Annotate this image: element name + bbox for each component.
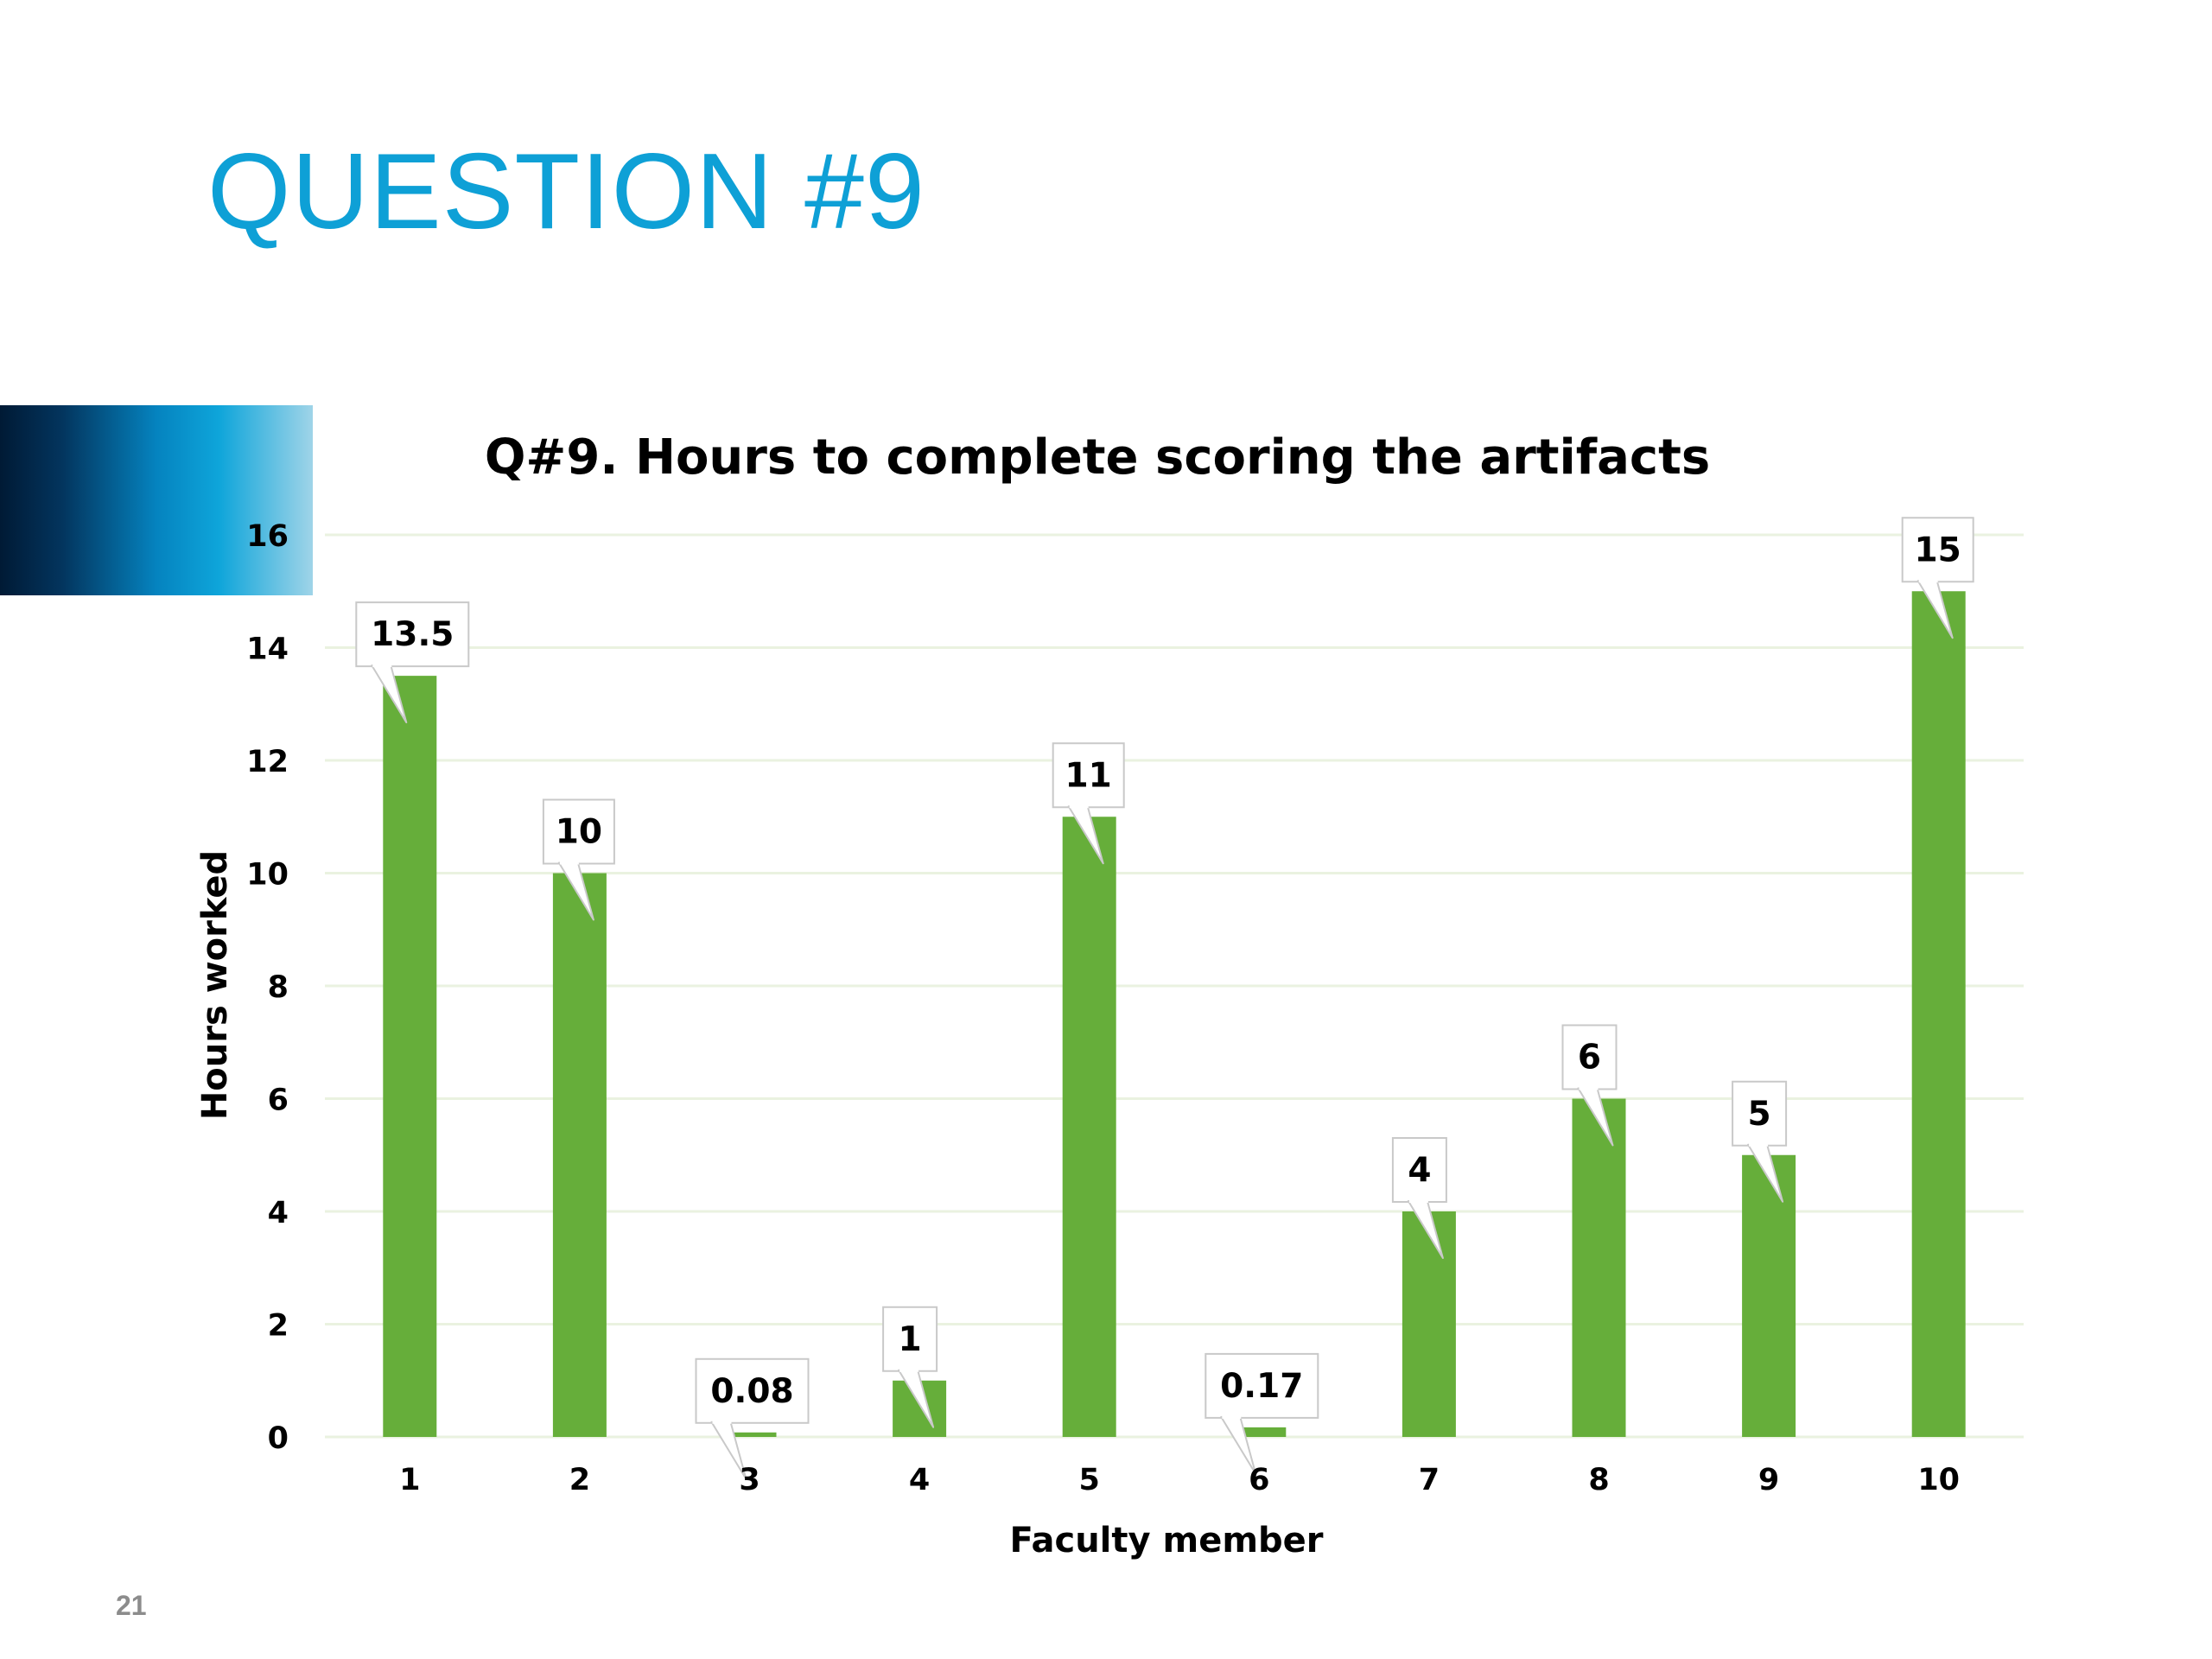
data-label-text: 13.5: [371, 615, 454, 654]
data-label-text: 0.17: [1220, 1367, 1303, 1406]
x-axis-ticks: 1 2 3 4 5 6 7 8 9 10: [399, 1463, 1960, 1497]
y-tick-label: 8: [268, 970, 289, 1005]
slide-title: QUESTION #9: [207, 132, 925, 251]
data-label-seam: [1222, 1414, 1242, 1419]
x-axis-label: Faculty member: [1010, 1521, 1324, 1560]
data-label-text: 1: [899, 1320, 922, 1359]
data-label-box: [1391, 1137, 1447, 1203]
chart-title: Q#9. Hours to complete scoring the artif…: [485, 429, 1710, 486]
bar: [1402, 1211, 1456, 1437]
y-tick-label: 10: [246, 858, 289, 893]
data-label-seam: [899, 1368, 919, 1372]
x-tick-label: 5: [1079, 1463, 1100, 1497]
data-label-text: 4: [1408, 1151, 1431, 1190]
data-label-text: 11: [1065, 756, 1112, 795]
x-tick-label: 8: [1588, 1463, 1609, 1497]
data-label-seam: [372, 664, 392, 668]
bar: [383, 676, 437, 1437]
data-label-text: 6: [1578, 1039, 1601, 1077]
data-label: 6: [1561, 1024, 1618, 1147]
data-label-seam: [1918, 579, 1938, 583]
data-label-box: [355, 601, 470, 668]
y-tick-label: 2: [268, 1309, 289, 1344]
data-label-seam: [1579, 1086, 1599, 1090]
x-tick-label: 10: [1917, 1463, 1960, 1497]
data-label-seam: [1069, 804, 1089, 809]
bar: [722, 1432, 777, 1437]
x-tick-label: 1: [399, 1463, 420, 1497]
data-label: 10: [542, 798, 615, 921]
y-tick-label: 12: [246, 745, 289, 779]
x-tick-label: 7: [1419, 1463, 1440, 1497]
bar: [1911, 591, 1966, 1437]
data-label: 4: [1391, 1137, 1447, 1259]
data-label-seam: [1749, 1142, 1769, 1147]
y-axis-ticks: 0 2 4 6 8 10 12 14 16: [246, 519, 289, 1456]
bar: [1572, 1098, 1626, 1437]
data-label: 11: [1052, 742, 1125, 865]
data-label: 15: [1901, 517, 1974, 639]
data-label-box: [1052, 742, 1125, 809]
y-tick-label: 4: [268, 1196, 289, 1230]
data-label-text: 5: [1748, 1095, 1771, 1134]
data-label-text: 0.08: [710, 1372, 793, 1411]
y-tick-label: 6: [268, 1084, 289, 1118]
y-axis-label: Hours worked: [195, 850, 235, 1120]
data-label: 1: [882, 1306, 938, 1428]
data-label-box: [882, 1306, 938, 1372]
x-tick-label: 6: [1249, 1463, 1269, 1497]
data-label-box: [1205, 1352, 1319, 1419]
data-label-seam: [1408, 1199, 1428, 1203]
data-label-box: [695, 1357, 810, 1424]
data-label: 13.5: [355, 601, 470, 724]
x-tick-label: 2: [569, 1463, 590, 1497]
data-label-text: 15: [1915, 531, 1961, 569]
x-tick-label: 3: [739, 1463, 760, 1497]
bar: [1742, 1154, 1796, 1437]
bars: [383, 591, 1966, 1437]
decorative-gradient-block: [0, 405, 313, 595]
data-label-box: [542, 798, 615, 865]
data-label-text: 10: [556, 813, 602, 852]
x-tick-label: 4: [909, 1463, 930, 1497]
data-label-seam: [712, 1420, 732, 1424]
data-label: 5: [1732, 1080, 1788, 1203]
y-tick-label: 0: [268, 1421, 289, 1456]
data-label-box: [1732, 1080, 1788, 1147]
bar: [1232, 1427, 1287, 1437]
bar: [1062, 817, 1116, 1437]
page-number: 21: [116, 1590, 147, 1621]
bar: [552, 873, 607, 1437]
data-label-seam: [559, 861, 579, 865]
y-tick-label: 14: [246, 632, 289, 667]
y-tick-label: 16: [246, 519, 289, 554]
data-label: 0.08: [695, 1357, 810, 1480]
data-label: 0.17: [1205, 1352, 1319, 1475]
x-tick-label: 9: [1758, 1463, 1779, 1497]
